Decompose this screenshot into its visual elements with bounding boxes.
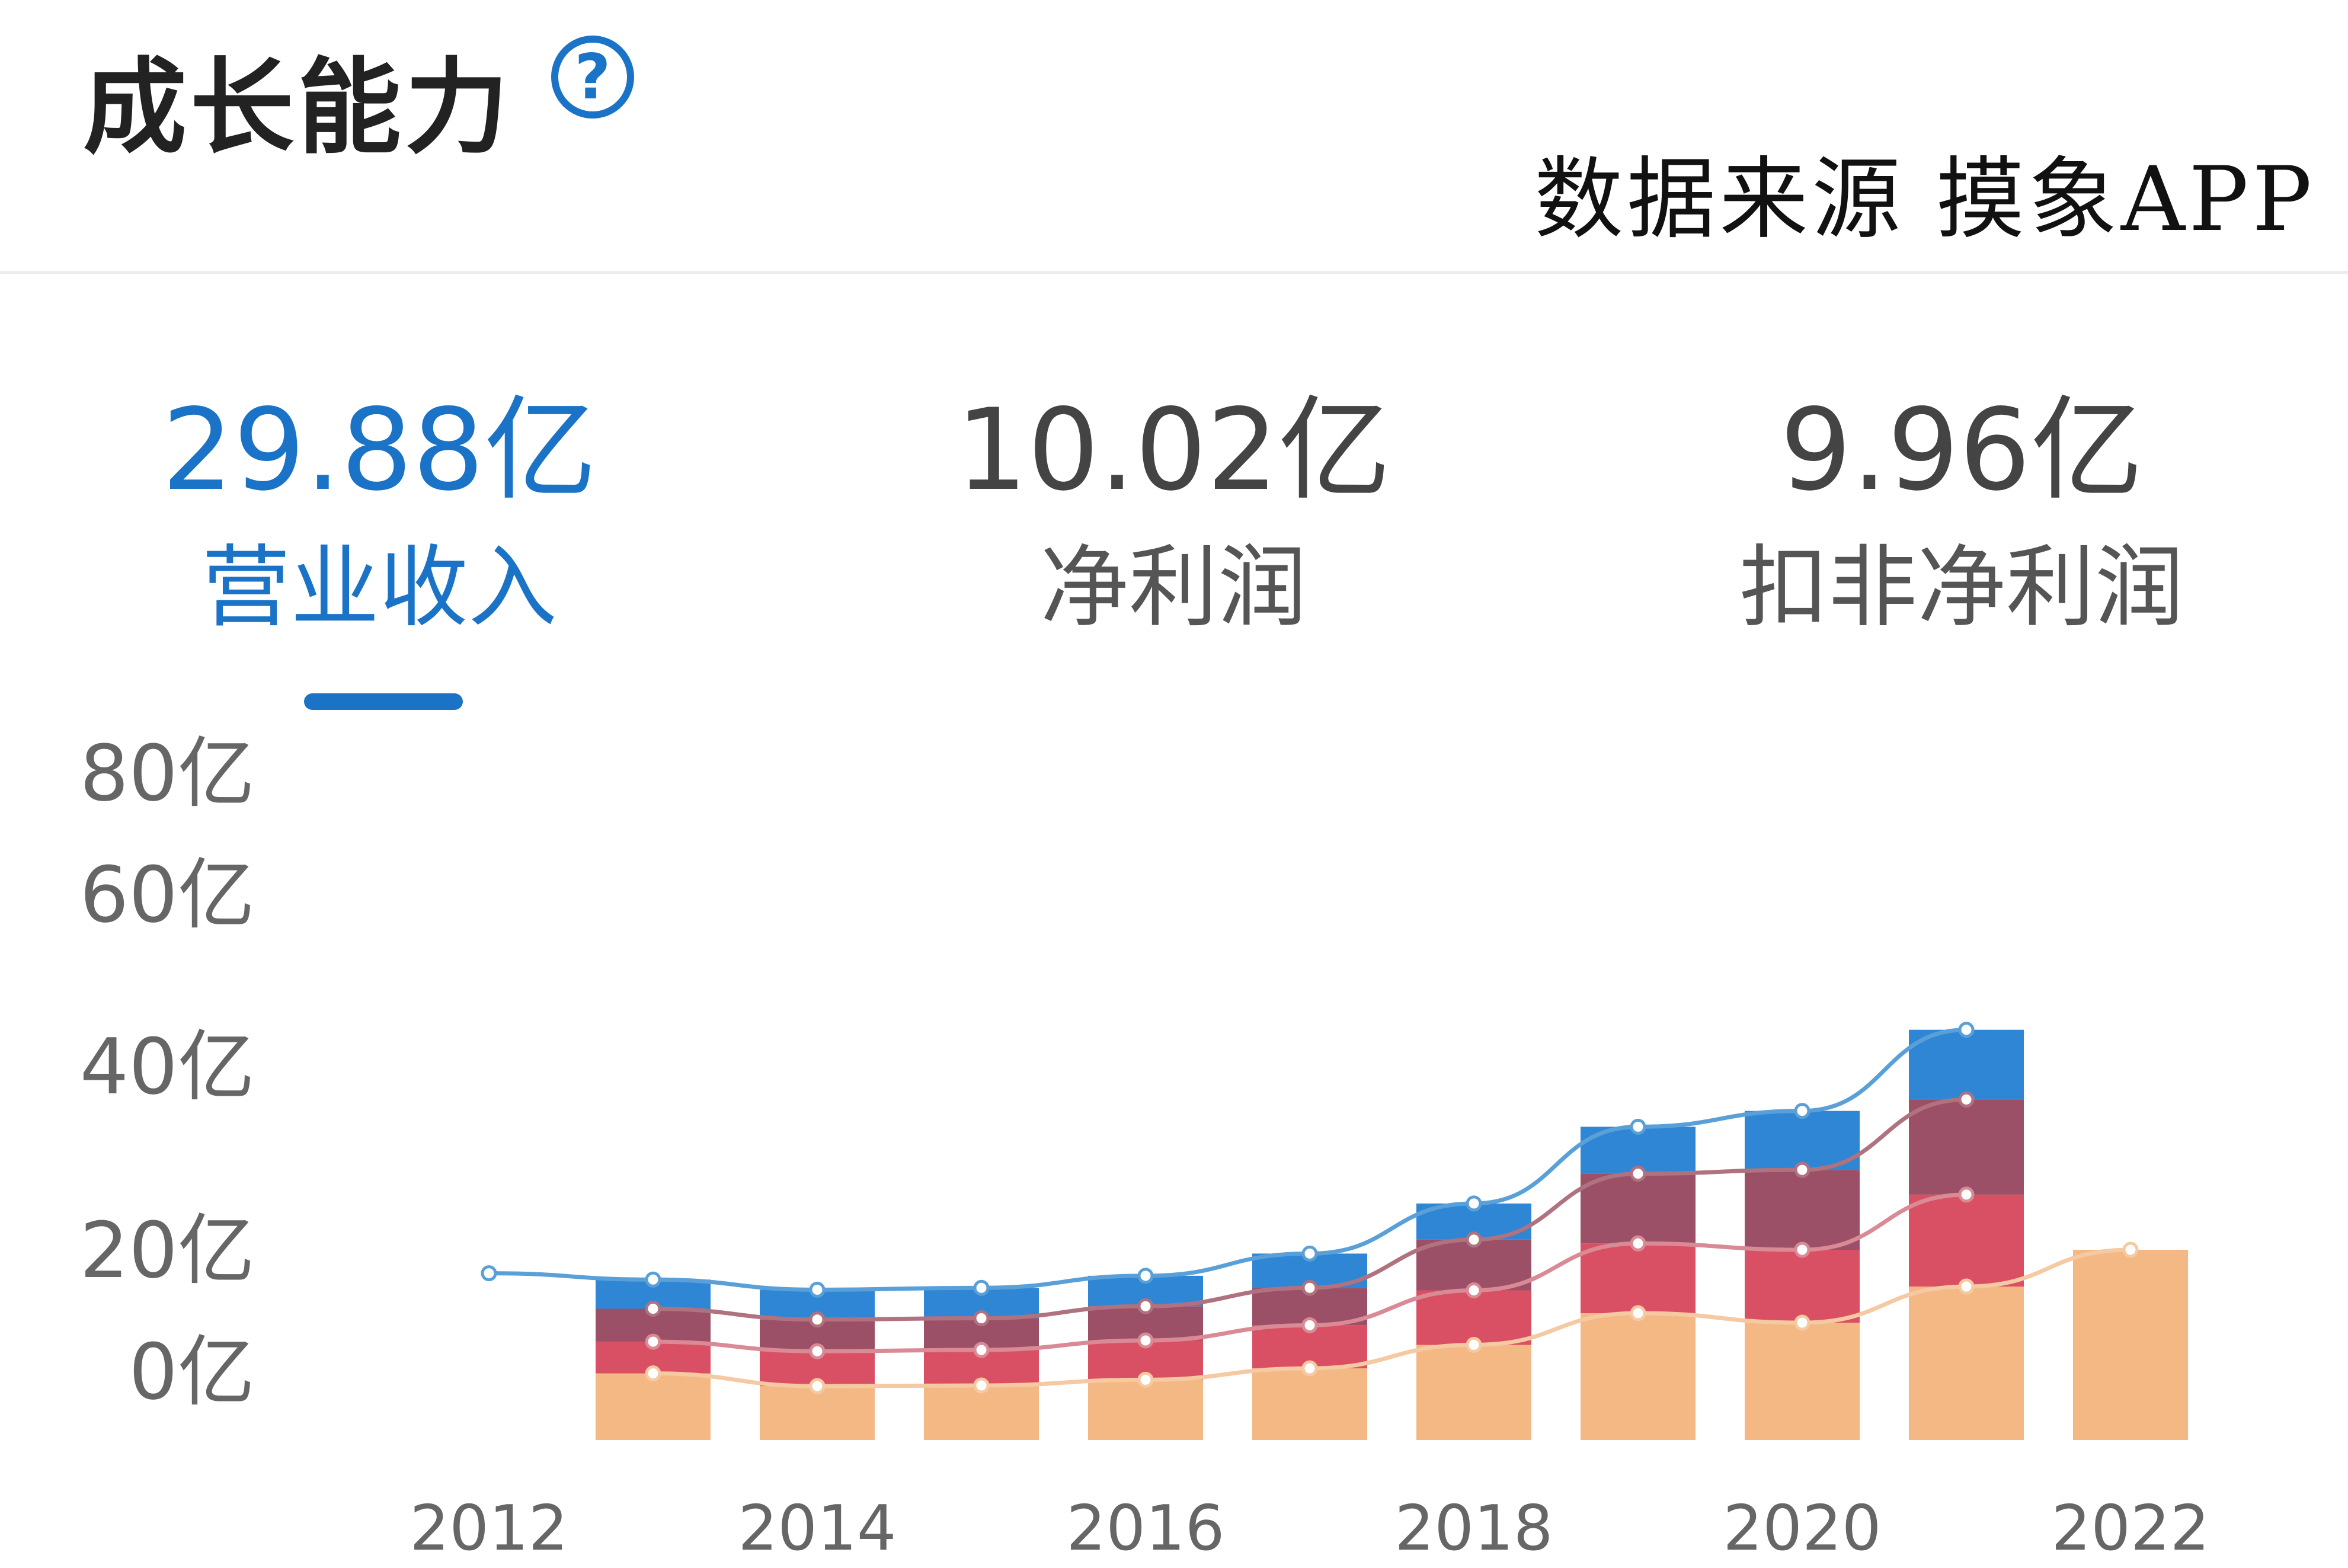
bar-segment[interactable] [1581,1173,1696,1244]
data-point[interactable] [809,1311,826,1328]
data-point[interactable] [809,1281,826,1298]
data-point[interactable] [973,1310,990,1327]
data-point[interactable] [1466,1195,1482,1212]
trend-line [652,1097,1967,1322]
data-point[interactable] [1301,1245,1318,1262]
data-point[interactable] [1958,1278,1975,1295]
metric-value: 29.88亿 [162,385,597,516]
data-point[interactable] [1466,1282,1482,1298]
data-point[interactable] [1301,1317,1318,1333]
x-tick-label: 2016 [1066,1492,1224,1564]
x-tick-label: 2018 [1394,1492,1553,1564]
data-point[interactable] [1958,1022,1975,1038]
tab-revenue[interactable]: 29.88亿 营业收入 [113,379,646,647]
data-point[interactable] [1630,1166,1646,1182]
data-point[interactable] [973,1377,990,1394]
data-point[interactable] [1137,1268,1154,1284]
x-tick-label: 2012 [410,1492,568,1564]
question-circle-icon[interactable]: ? [551,36,634,119]
bar-segment[interactable] [1909,1287,2024,1440]
x-tick-label: 2022 [2051,1492,2209,1564]
bar-segment[interactable] [1745,1170,1860,1250]
data-point[interactable] [645,1271,661,1288]
y-tick-label: 60亿 [80,850,255,940]
growth-chart: 0亿 20亿 40亿 60亿 80亿 2012 2014 2016 2018 2020 2022 [80,729,2210,1564]
metric-value: 10.02亿 [956,385,1391,516]
bar-segment[interactable] [924,1385,1039,1440]
data-point[interactable] [973,1279,990,1296]
metric-value: 9.96亿 [1780,385,2144,516]
data-point[interactable] [1137,1332,1154,1349]
data-point[interactable] [481,1265,497,1282]
bar-segment[interactable] [1416,1290,1531,1345]
bar-segment[interactable] [1416,1345,1531,1441]
metric-label: 营业收入 [201,536,557,639]
data-point[interactable] [1137,1371,1154,1388]
bar-segment[interactable] [1909,1099,2024,1195]
data-point[interactable] [1958,1091,1975,1108]
data-point[interactable] [1958,1186,1975,1203]
bar-segment[interactable] [596,1373,711,1440]
data-point[interactable] [809,1378,826,1394]
bar-segment[interactable] [760,1386,875,1440]
bar-segment[interactable] [1252,1368,1367,1440]
data-point[interactable] [1301,1279,1318,1296]
data-point[interactable] [1794,1161,1810,1178]
data-source-note: 数据来源 摸象APP [1534,148,2315,251]
bar-segment[interactable] [1745,1111,1860,1170]
active-tab-indicator [304,693,463,710]
data-point[interactable] [1630,1305,1646,1321]
bar-segment[interactable] [1416,1239,1531,1291]
x-tick-label: 2020 [1723,1492,1881,1564]
metric-label: 扣非净利润 [1739,536,2184,639]
section-title: 成长能力 [83,48,512,168]
metric-label: 净利润 [1039,536,1307,639]
data-point[interactable] [1794,1103,1810,1119]
trend-line [652,1247,2131,1388]
data-point[interactable] [1630,1118,1646,1135]
bar-segment[interactable] [1581,1313,1696,1440]
y-tick-label: 0亿 [129,1327,255,1417]
x-tick-label: 2014 [738,1492,896,1564]
data-point[interactable] [973,1342,990,1358]
data-point[interactable] [1466,1337,1482,1353]
data-point[interactable] [809,1343,826,1359]
bar-segment[interactable] [2073,1250,2188,1440]
data-point[interactable] [645,1365,661,1382]
data-point[interactable] [645,1301,661,1317]
bar-segment[interactable] [1581,1243,1696,1313]
bar-segment[interactable] [1909,1029,2024,1100]
trend-line [652,1192,1967,1353]
y-tick-label: 80亿 [80,729,255,818]
data-point[interactable] [2122,1241,2139,1258]
bar-segment[interactable] [1745,1323,1860,1440]
data-point[interactable] [1137,1298,1154,1314]
bar-segment[interactable] [1909,1194,2024,1287]
tab-deducted-net-profit[interactable]: 9.96亿 扣非净利润 [1695,379,2228,647]
bar-segment[interactable] [1745,1250,1860,1323]
data-point[interactable] [1466,1231,1482,1248]
data-point[interactable] [645,1333,661,1350]
data-point[interactable] [1794,1241,1810,1258]
data-point[interactable] [1301,1360,1318,1377]
y-tick-label: 20亿 [80,1205,255,1295]
tab-net-profit[interactable]: 10.02亿 净利润 [907,379,1440,647]
y-tick-label: 40亿 [80,1022,255,1112]
trend-line [488,1028,1967,1292]
data-point[interactable] [1630,1235,1646,1252]
data-point[interactable] [1794,1314,1810,1331]
header: 成长能力 ? 数据来源 摸象APP [0,0,2348,274]
bar-segment[interactable] [1088,1380,1203,1440]
